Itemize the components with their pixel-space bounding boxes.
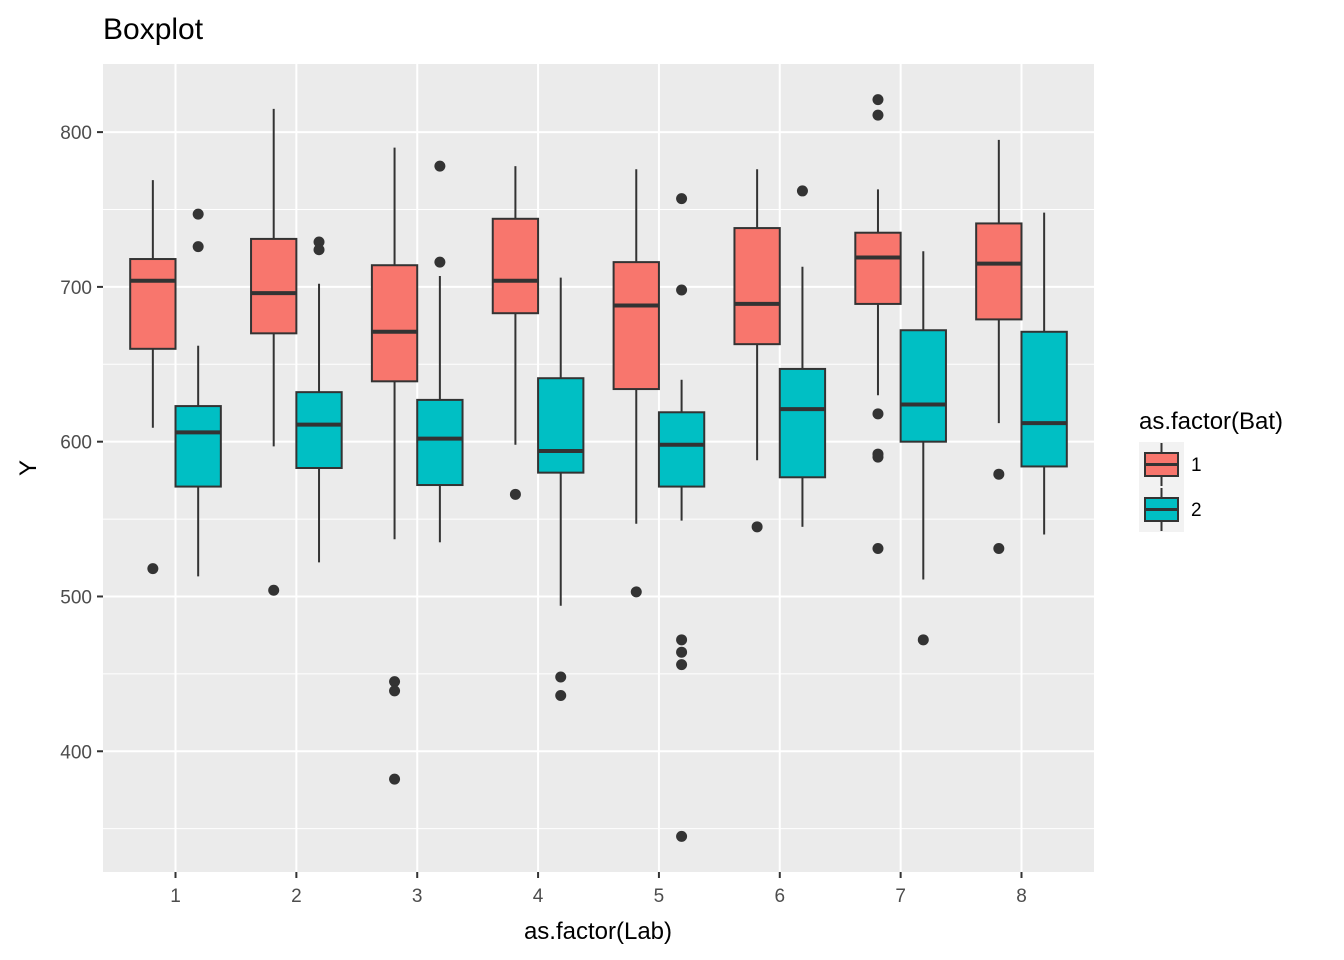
outlier-point <box>389 676 401 688</box>
outlier-point <box>676 830 688 842</box>
outlier-point <box>313 244 325 256</box>
legend-title: as.factor(Bat) <box>1139 408 1283 435</box>
legend: as.factor(Bat) 1 2 <box>1139 408 1283 532</box>
outlier-point <box>676 193 688 205</box>
box <box>491 217 540 315</box>
box <box>854 231 902 305</box>
x-axis-title: as.factor(Lab) <box>524 918 672 945</box>
y-tick-label: 800 <box>60 123 92 144</box>
box-group-6-1 <box>733 169 781 533</box>
box <box>416 398 464 487</box>
axes: 400 500 600 700 800 1 2 3 4 5 6 7 8 <box>60 123 1026 907</box>
box <box>899 329 947 443</box>
box <box>129 258 177 350</box>
outlier-point <box>796 185 808 197</box>
outlier-point <box>147 563 159 575</box>
outlier-point <box>751 521 763 533</box>
y-tick-label: 400 <box>60 742 92 763</box>
outlier-point <box>676 646 688 658</box>
legend-key-1 <box>1139 442 1184 487</box>
outlier-point <box>676 284 688 296</box>
box <box>778 367 827 479</box>
legend-key-2 <box>1139 487 1184 532</box>
box-group-2-2 <box>295 236 343 563</box>
box-group-1-1 <box>129 180 177 575</box>
box <box>657 411 706 488</box>
outlier-point <box>555 671 567 683</box>
x-tick-label: 2 <box>291 886 302 907</box>
box-marks <box>129 94 1068 842</box>
box-group-7-2 <box>899 251 947 646</box>
box-group-4-1 <box>491 166 540 500</box>
outlier-point <box>676 659 688 671</box>
box <box>370 264 419 383</box>
x-tick-label: 6 <box>774 886 785 907</box>
y-tick-label: 500 <box>60 587 92 608</box>
box <box>174 405 222 488</box>
box-group-6-2 <box>778 185 827 527</box>
outlier-point <box>192 208 204 220</box>
x-tick-label: 8 <box>1016 886 1027 907</box>
y-axis-title: Y <box>15 460 42 476</box>
outlier-point <box>389 773 401 785</box>
legend-label-1: 1 <box>1191 455 1202 476</box>
outlier-point <box>872 94 884 106</box>
legend-label-2: 2 <box>1191 500 1202 521</box>
outlier-point <box>872 408 884 420</box>
outlier-point <box>389 685 401 697</box>
box-group-3-2 <box>416 160 464 543</box>
outlier-point <box>917 634 929 646</box>
outlier-point <box>872 109 884 121</box>
box-group-2-1 <box>250 108 298 596</box>
outlier-point <box>509 488 521 500</box>
box-group-5-2 <box>657 193 706 842</box>
box <box>733 227 781 346</box>
outlier-point <box>555 690 567 702</box>
outlier-point <box>993 468 1005 480</box>
box <box>1020 330 1068 468</box>
y-tick-label: 600 <box>60 433 92 454</box>
box-group-1-2 <box>174 208 222 577</box>
box <box>250 237 298 335</box>
x-tick-label: 3 <box>412 886 423 907</box>
x-tick-label: 4 <box>533 886 544 907</box>
outlier-point <box>872 451 884 463</box>
outlier-point <box>434 160 446 172</box>
box-group-4-2 <box>537 277 585 702</box>
outlier-point <box>434 256 446 268</box>
chart-title: Boxplot <box>103 13 204 46</box>
y-tick-label: 700 <box>60 278 92 299</box>
box-group-8-1 <box>975 139 1023 554</box>
box <box>612 261 660 391</box>
outlier-point <box>192 241 204 253</box>
box <box>537 377 585 474</box>
box <box>975 222 1023 321</box>
x-tick-label: 1 <box>170 886 181 907</box>
x-tick-label: 7 <box>895 886 906 907</box>
plot-panel <box>103 64 1094 872</box>
box-group-7-1 <box>854 94 902 554</box>
outlier-point <box>872 542 884 554</box>
box-group-5-1 <box>612 169 660 598</box>
x-tick-label: 5 <box>654 886 665 907</box>
outlier-point <box>313 236 325 248</box>
outlier-point <box>993 542 1005 554</box>
outlier-point <box>676 634 688 646</box>
box <box>295 391 343 469</box>
box-group-3-1 <box>370 147 419 785</box>
outlier-point <box>268 584 280 596</box>
box-group-8-2 <box>1020 212 1068 535</box>
outlier-point <box>630 586 642 598</box>
